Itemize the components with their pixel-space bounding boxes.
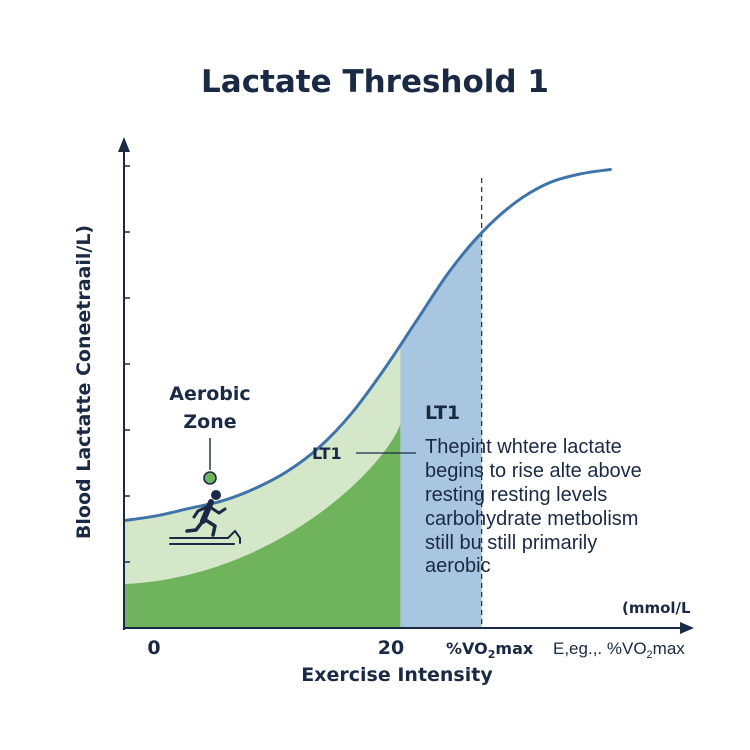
y-unit-label: (mmol/L	[622, 599, 691, 617]
vo2max-label: %VO2max	[446, 639, 534, 661]
y-ticks	[124, 165, 130, 563]
lt1-curve-label: LT1	[312, 444, 342, 463]
lower-intensity-region	[124, 424, 401, 628]
zone-marker-icon	[203, 471, 217, 485]
lt1-description-line: begins to rise alte above	[425, 460, 642, 482]
lt1-description-line: resting resting levels	[425, 484, 607, 506]
lt1-description: Thepint whtere lactate begins to rise al…	[425, 436, 642, 577]
aerobic-zone-label: Aerobic	[169, 383, 250, 405]
lt1-heading: LT1	[425, 402, 460, 424]
lt1-transition-region	[400, 232, 482, 628]
x-axis-arrow-icon	[680, 622, 694, 634]
lt1-description-line: still bu still primarily	[425, 532, 597, 554]
y-axis-title: Blood Lactatte Coneetraail/L)	[73, 225, 95, 539]
x-tick-label: 0	[147, 637, 160, 659]
runner-icon	[169, 490, 241, 545]
chart-title: Lactate Threshold 1	[201, 64, 549, 100]
lt1-description-line: Thepint whtere lactate	[425, 436, 622, 458]
x-tick-label: 20	[378, 637, 404, 659]
axes	[118, 137, 694, 634]
lt1-description-line: aerobic	[425, 555, 491, 577]
y-axis-arrow-icon	[118, 137, 130, 152]
example-vo2max-label: E,eg.,. %VO2max	[553, 639, 685, 661]
x-axis-title: Exercise Intensity	[301, 664, 493, 686]
lactate-curve	[123, 167, 612, 523]
aerobic-zone-label: Zone	[183, 411, 236, 433]
lt1-description-line: carbohydrate metbolism	[425, 508, 638, 530]
